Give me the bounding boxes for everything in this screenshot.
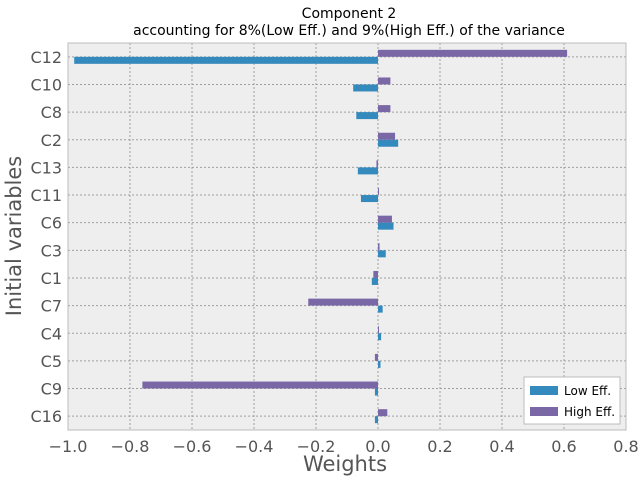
plot-frame — [67, 42, 627, 431]
y-tick-label: C7 — [41, 297, 62, 316]
bar-low-eff-c13 — [357, 167, 378, 175]
bar-low-eff-c4 — [378, 333, 382, 341]
y-tick-label: C10 — [30, 75, 62, 94]
x-tick-labels: −1.0 −0.8 −0.6 −0.4 −0.2 0.0 0.2 0.4 0.6 0.8 — [49, 437, 639, 456]
y-tick-label: C1 — [41, 269, 62, 288]
legend-label-low-eff: Low Eff. — [564, 384, 611, 398]
bar-high-eff-c13 — [376, 160, 378, 168]
bar-low-eff-c12 — [74, 56, 378, 64]
bar-high-eff-c8 — [378, 105, 391, 113]
y-tick-label: C9 — [41, 380, 62, 399]
bar-high-eff-c12 — [378, 49, 568, 57]
legend-label-high-eff: High Eff. — [564, 405, 615, 419]
y-tick-label: C2 — [41, 131, 62, 150]
y-tick-label: C8 — [41, 103, 62, 122]
bar-low-eff-c10 — [353, 84, 378, 92]
bars-group — [74, 49, 568, 424]
bar-high-eff-c9 — [142, 381, 378, 389]
y-tick-label: C4 — [41, 324, 62, 343]
y-tick-label: C13 — [30, 158, 62, 177]
bar-high-eff-c16 — [378, 409, 388, 417]
bar-high-eff-c1 — [373, 270, 378, 278]
bar-high-eff-c7 — [308, 298, 378, 306]
x-tick-label: 0.6 — [551, 437, 576, 456]
x-tick-label: 0.8 — [613, 437, 638, 456]
y-tick-label: C16 — [30, 407, 62, 426]
x-axis-label: Weights — [303, 452, 387, 476]
x-tick-label: 0.0 — [365, 437, 390, 456]
y-tick-label: C6 — [41, 214, 62, 233]
y-tick-labels: C12 C10 C8 C2 C13 C11 C6 C3 C1 C7 C4 C5 C9 C16 — [30, 48, 62, 426]
bar-high-eff-c11 — [378, 188, 379, 196]
bar-low-eff-c5 — [378, 360, 381, 368]
y-tick-label: C5 — [41, 352, 62, 371]
x-tick-label: −0.4 — [235, 437, 274, 456]
bar-high-eff-c4 — [378, 326, 379, 334]
bar-high-eff-c6 — [378, 215, 392, 223]
bar-low-eff-c9 — [374, 388, 378, 396]
bar-low-eff-c1 — [371, 277, 378, 285]
y-tick-label: C3 — [41, 241, 62, 260]
legend-swatch-low-eff — [530, 386, 558, 395]
bar-low-eff-c11 — [360, 195, 378, 203]
plot-area — [68, 43, 626, 430]
bar-high-eff-c5 — [374, 353, 378, 361]
y-axis-label: Initial variables — [2, 156, 26, 316]
bar-high-eff-c3 — [378, 243, 380, 251]
bar-low-eff-c2 — [378, 139, 399, 147]
x-tick-label: −0.8 — [111, 437, 150, 456]
legend-box — [523, 376, 621, 425]
bar-low-eff-c8 — [356, 112, 378, 120]
bar-low-eff-c3 — [378, 250, 386, 258]
legend: Low Eff. High Eff. — [523, 376, 621, 425]
bar-low-eff-c6 — [378, 222, 394, 230]
chart-title-line2: accounting for 8%(Low Eff.) and 9%(High … — [133, 23, 565, 39]
x-tick-label: −0.2 — [297, 437, 336, 456]
x-tick-label: −1.0 — [49, 437, 88, 456]
bar-low-eff-c7 — [378, 305, 383, 313]
x-tick-label: −0.6 — [173, 437, 212, 456]
x-tick-label: 0.2 — [427, 437, 452, 456]
grid-lines — [67, 43, 627, 430]
chart-title-line1: Component 2 — [302, 6, 397, 22]
y-tick-label: C11 — [30, 186, 62, 205]
bar-high-eff-c10 — [378, 77, 391, 85]
bar-low-eff-c16 — [374, 416, 378, 424]
legend-swatch-high-eff — [530, 407, 558, 416]
x-tick-label: 0.4 — [489, 437, 514, 456]
y-tick-label: C12 — [30, 48, 62, 67]
bar-high-eff-c2 — [378, 132, 396, 140]
